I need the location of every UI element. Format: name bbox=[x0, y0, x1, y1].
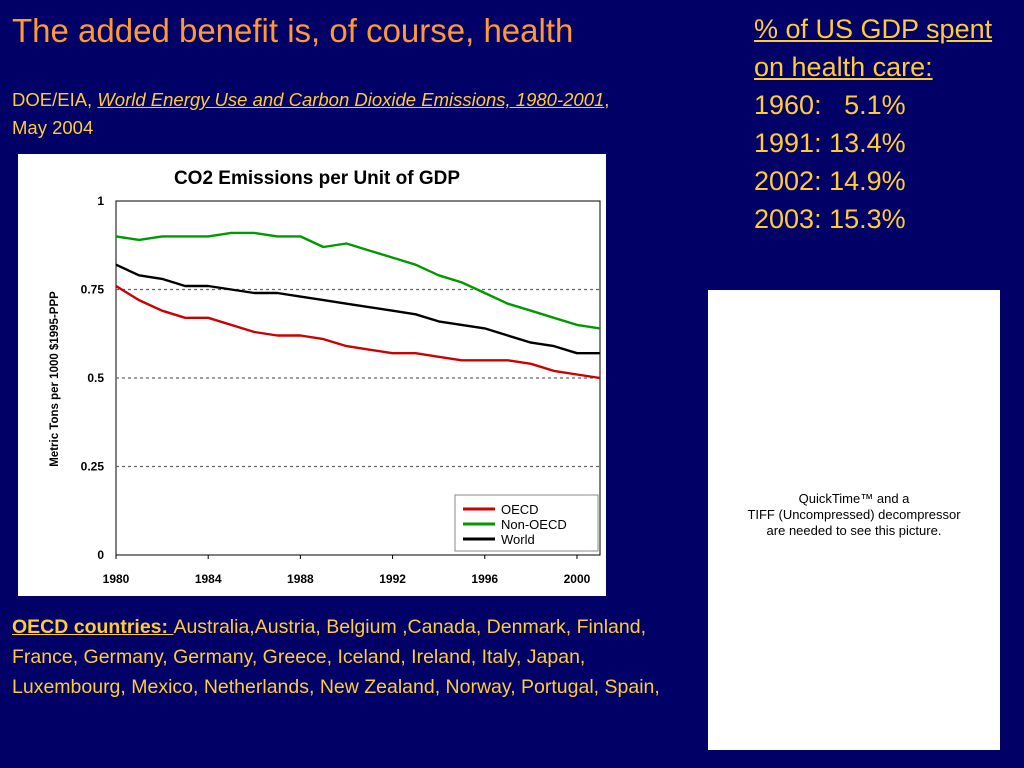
quicktime-message: QuickTime™ and a TIFF (Uncompressed) dec… bbox=[708, 491, 1000, 539]
source-prefix: DOE/EIA, bbox=[12, 89, 97, 110]
gdp-heading: % of US GDP spent on health care: bbox=[754, 10, 1004, 86]
co2-chart-panel: CO2 Emissions per Unit of GDP Metric Ton… bbox=[18, 154, 606, 596]
x-tick-label: 1984 bbox=[195, 572, 222, 586]
x-tick-label: 1988 bbox=[287, 572, 314, 586]
gdp-health-panel: % of US GDP spent on health care: 1960: … bbox=[754, 10, 1004, 238]
chart-title: CO2 Emissions per Unit of GDP bbox=[174, 168, 460, 189]
x-tick-label: 2000 bbox=[564, 572, 591, 586]
source-title-link[interactable]: World Energy Use and Carbon Dioxide Emis… bbox=[97, 89, 604, 110]
series-non-oecd-line bbox=[116, 233, 600, 329]
source-citation: DOE/EIA, World Energy Use and Carbon Dio… bbox=[12, 86, 612, 142]
y-tick-label: 0 bbox=[97, 548, 104, 562]
legend-label: OECD bbox=[501, 502, 539, 517]
series-oecd-line bbox=[116, 286, 600, 378]
y-axis-label: Metric Tons per 1000 $1995-PPP bbox=[49, 291, 61, 467]
oecd-countries: OECD countries: Australia, Austria, Belg… bbox=[12, 612, 682, 702]
y-tick-label: 0.25 bbox=[81, 460, 105, 474]
oecd-label-link[interactable]: OECD countries: bbox=[12, 616, 173, 638]
legend-label: World bbox=[501, 532, 535, 547]
gdp-row-1991: 1991: 13.4% bbox=[754, 124, 1004, 162]
y-tick-label: 1 bbox=[97, 194, 104, 208]
y-tick-label: 0.5 bbox=[87, 371, 104, 385]
quicktime-line-3: are needed to see this picture. bbox=[708, 523, 1000, 539]
quicktime-line-1: QuickTime™ and a bbox=[708, 491, 1000, 507]
gdp-row-2003: 2003: 15.3% bbox=[754, 200, 1004, 238]
legend-label: Non-OECD bbox=[501, 517, 567, 532]
gdp-row-1960: 1960: 5.1% bbox=[754, 86, 1004, 124]
quicktime-line-2: TIFF (Uncompressed) decompressor bbox=[708, 507, 1000, 523]
x-tick-label: 1992 bbox=[379, 572, 406, 586]
co2-chart: CO2 Emissions per Unit of GDP Metric Ton… bbox=[18, 154, 606, 596]
x-tick-label: 1996 bbox=[471, 572, 498, 586]
gdp-row-2002: 2002: 14.9% bbox=[754, 162, 1004, 200]
x-tick-label: 1980 bbox=[103, 572, 130, 586]
y-tick-label: 0.75 bbox=[81, 283, 105, 297]
slide-title: The added benefit is, of course, health bbox=[12, 12, 573, 50]
quicktime-placeholder: QuickTime™ and a TIFF (Uncompressed) dec… bbox=[708, 290, 1000, 750]
